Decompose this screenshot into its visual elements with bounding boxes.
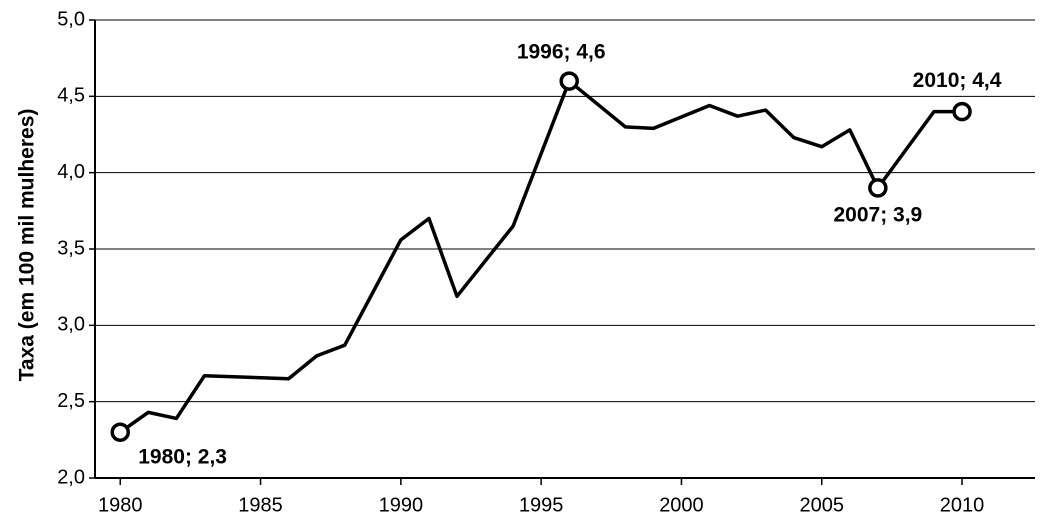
annotation-label: 1980; 2,3 (138, 446, 227, 469)
annotation-label: 2007; 3,9 (833, 203, 922, 226)
y-tick-label: 2,5 (57, 390, 85, 412)
annotation-marker (868, 178, 888, 198)
annotation-label: 1996; 4,6 (517, 41, 606, 64)
y-axis-title: Taxa (em 100 mil mulheres) (16, 109, 39, 382)
y-tick-label: 3,5 (57, 237, 85, 259)
x-tick-label: 2005 (799, 494, 844, 516)
annotation-marker (110, 422, 131, 442)
y-tick-label: 4,5 (57, 85, 85, 107)
y-tick-label: 3,0 (57, 314, 85, 336)
y-tick-label: 2,0 (57, 466, 85, 488)
y-tick-label: 5,0 (57, 8, 85, 30)
x-tick-label: 2000 (659, 494, 704, 516)
x-tick-label: 1985 (238, 494, 283, 516)
annotation-marker (952, 101, 972, 122)
line (119, 79, 963, 434)
x-tick-label: 2010 (940, 494, 985, 516)
x-tick-label: 1980 (98, 494, 143, 516)
x-tick-label: 1995 (519, 494, 564, 516)
x-tick-label: 1990 (379, 494, 424, 516)
y-tick-label: 4,0 (57, 161, 85, 183)
annotation-marker (559, 71, 579, 91)
annotation-label: 2010; 4,4 (913, 69, 1002, 92)
